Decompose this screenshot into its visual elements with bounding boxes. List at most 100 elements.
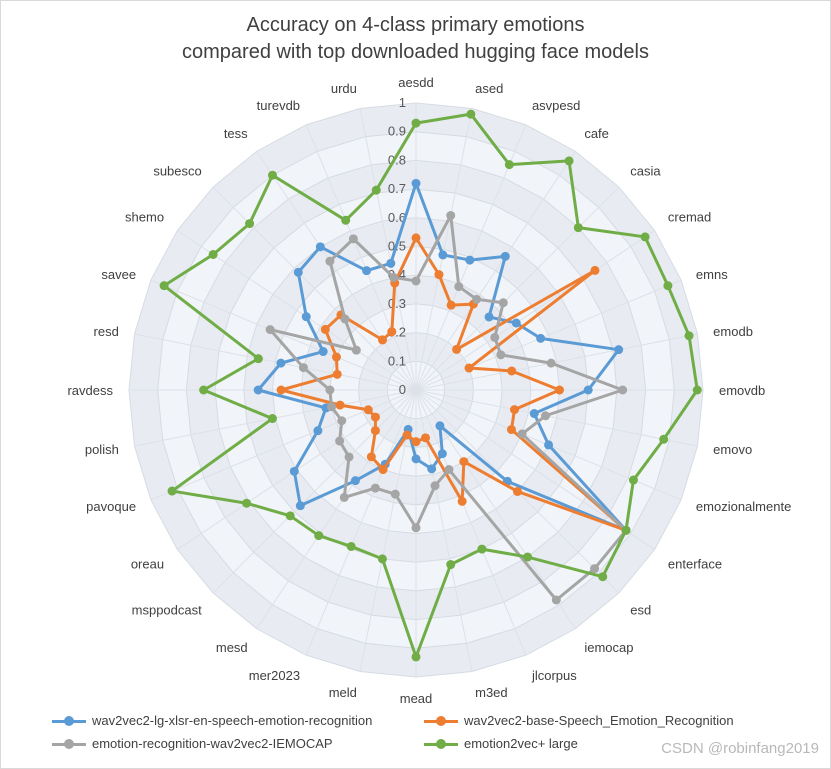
data-point xyxy=(276,358,286,368)
data-point xyxy=(341,215,351,225)
watermark-text: CSDN @robinfang2019 xyxy=(661,740,819,757)
data-point xyxy=(454,282,464,292)
data-point xyxy=(504,160,514,170)
data-point xyxy=(253,385,263,395)
category-label: cafe xyxy=(584,126,609,141)
data-point xyxy=(366,452,376,462)
data-point xyxy=(332,369,342,379)
data-point xyxy=(411,118,421,128)
category-label: shemo xyxy=(125,210,164,225)
data-point xyxy=(411,454,421,464)
legend-swatch-icon xyxy=(52,715,86,726)
data-point xyxy=(490,332,500,342)
chart-title-line-2: compared with top downloaded hugging fac… xyxy=(182,41,649,63)
data-point xyxy=(370,483,380,493)
category-label: polish xyxy=(85,442,119,457)
category-label: cremad xyxy=(668,210,711,225)
legend-swatch-icon xyxy=(424,738,458,749)
data-point xyxy=(464,363,474,373)
data-point xyxy=(659,434,669,444)
category-label: mer2023 xyxy=(249,668,300,683)
grid-spoke xyxy=(415,389,655,550)
category-label: m3ed xyxy=(475,685,508,700)
data-point xyxy=(446,560,456,570)
category-label: esd xyxy=(630,602,651,617)
data-point xyxy=(267,170,277,180)
data-point xyxy=(457,496,467,506)
data-point xyxy=(598,572,608,582)
grid-spoke xyxy=(212,389,417,594)
data-point xyxy=(313,426,323,436)
legend-label: emotion-recognition-wav2vec2-IEMOCAP xyxy=(92,736,333,751)
data-point xyxy=(434,270,444,280)
data-point xyxy=(159,281,169,291)
data-point xyxy=(517,429,527,439)
data-point xyxy=(327,402,337,412)
data-point xyxy=(199,385,209,395)
data-point xyxy=(435,421,445,431)
legend-swatch-icon xyxy=(424,715,458,726)
data-point xyxy=(351,345,361,355)
grid-spoke xyxy=(305,389,417,656)
grid-spoke xyxy=(134,333,417,391)
data-point xyxy=(370,426,380,436)
data-point xyxy=(377,554,387,564)
grid-spoke xyxy=(415,279,682,391)
category-label: turevdb xyxy=(257,98,300,113)
data-point xyxy=(540,411,550,421)
data-point xyxy=(512,486,522,496)
grid-spoke xyxy=(256,151,417,391)
data-point xyxy=(472,294,482,304)
grid-spoke xyxy=(415,333,698,391)
data-point xyxy=(265,325,275,335)
data-point xyxy=(314,531,324,541)
grid-spoke xyxy=(415,230,655,391)
data-point xyxy=(315,242,325,252)
category-label: emovdb xyxy=(719,383,765,398)
data-point xyxy=(411,523,421,533)
category-label: msppodcast xyxy=(132,602,202,617)
data-point xyxy=(378,335,388,345)
radial-tick-label: 0 xyxy=(399,382,406,397)
legend-label: emotion2vec+ large xyxy=(464,736,578,751)
data-point xyxy=(446,300,456,310)
data-point xyxy=(411,178,421,188)
grid-spoke xyxy=(305,124,417,391)
data-point xyxy=(523,552,533,562)
data-point xyxy=(590,265,600,275)
data-point xyxy=(253,354,263,364)
data-point xyxy=(498,298,508,308)
data-point xyxy=(363,405,373,415)
data-point xyxy=(378,465,388,475)
grid-spoke xyxy=(150,279,417,391)
data-point xyxy=(389,272,399,282)
data-point xyxy=(452,344,462,354)
data-point xyxy=(335,400,345,410)
chart-title-line-1: Accuracy on 4-class primary emotions xyxy=(246,14,585,36)
radial-tick-label: 0.9 xyxy=(388,124,406,139)
radial-tick-label: 0.7 xyxy=(388,181,406,196)
category-label: mesd xyxy=(216,640,248,655)
grid-spoke xyxy=(415,151,576,391)
data-point xyxy=(546,358,556,368)
data-point xyxy=(551,595,561,605)
grid-spoke xyxy=(415,389,527,656)
data-point xyxy=(427,464,437,474)
data-point xyxy=(402,430,412,440)
data-point xyxy=(628,475,638,485)
data-point xyxy=(371,185,381,195)
category-label: oreau xyxy=(131,556,164,571)
data-point xyxy=(289,466,299,476)
category-label: enterface xyxy=(668,556,722,571)
data-point xyxy=(459,457,469,467)
data-point xyxy=(507,366,517,376)
category-label: aesdd xyxy=(398,75,433,90)
data-point xyxy=(276,385,286,395)
data-point xyxy=(421,433,431,443)
legend-item-series-2: wav2vec2-base-Speech_Emotion_Recognition xyxy=(424,713,734,728)
data-point xyxy=(411,276,421,286)
legend-swatch-icon xyxy=(52,738,86,749)
grid-spoke xyxy=(256,389,417,629)
data-point xyxy=(293,267,303,277)
data-point xyxy=(692,385,702,395)
